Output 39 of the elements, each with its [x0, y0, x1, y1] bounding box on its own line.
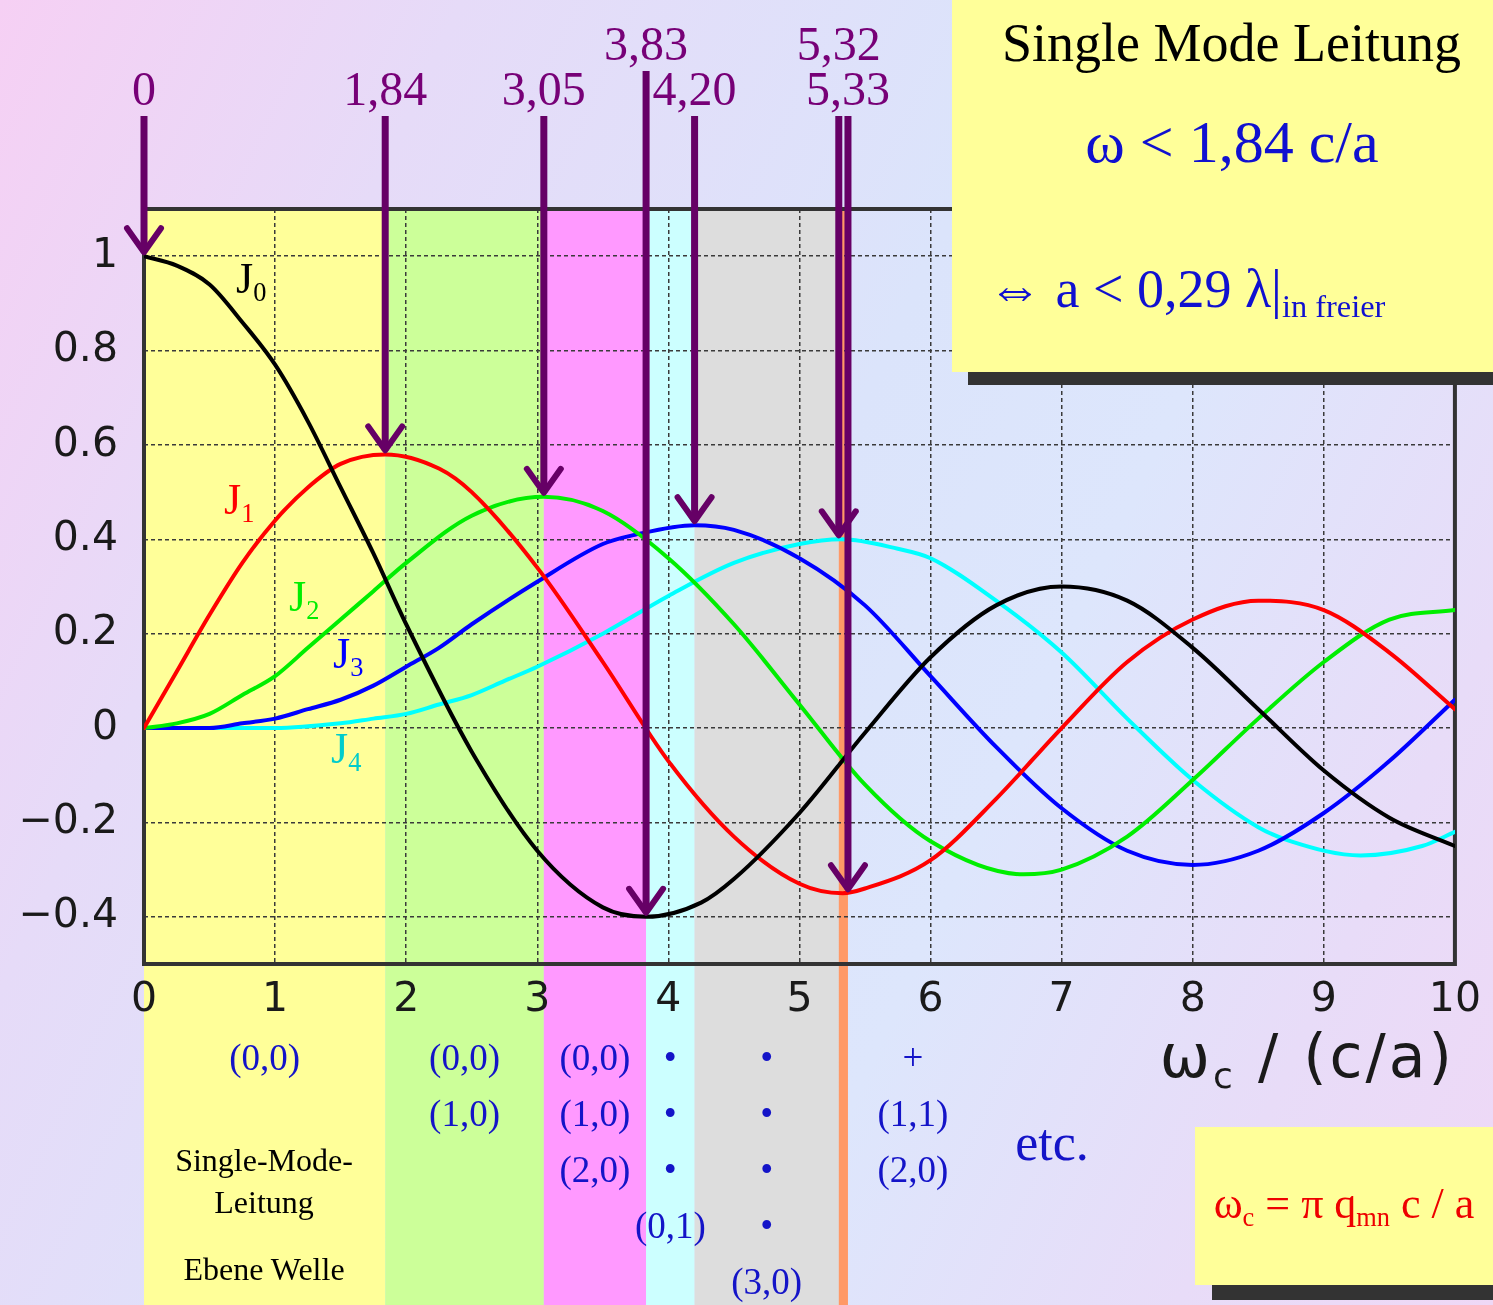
text: Single-Mode- Leitung: [175, 1141, 353, 1222]
line-series: [144, 254, 1455, 919]
y-tick-label: 1: [91, 228, 118, 277]
annotation: 0: [132, 62, 156, 115]
y-tick-label: 0.6: [52, 417, 118, 466]
x-tick-label: 1: [262, 973, 289, 1022]
annotation: 3,05: [501, 62, 586, 115]
x-tick-label: 7: [1048, 973, 1075, 1022]
band-label: (0,0) (1,0): [429, 1036, 500, 1136]
x-tick-label: 5: [786, 973, 813, 1022]
x-axis-title: ω$_{c}$ / (c/a): [1159, 1021, 1455, 1096]
text: + (1,1) (2,0): [877, 1036, 949, 1192]
y-tick-label: 0.8: [52, 323, 118, 372]
band-label: • • • • (3,0): [731, 1036, 803, 1304]
y-tick-label: −0.2: [18, 795, 118, 844]
series-label: J$_{1}$: [224, 475, 255, 528]
x-tick-label: 3: [524, 973, 551, 1022]
text: etc.: [1015, 1114, 1089, 1171]
text: Ebene Welle: [183, 1250, 345, 1289]
x-tick-label: 6: [917, 973, 944, 1022]
band-label: (0,0) (1,0) (2,0): [559, 1036, 631, 1192]
band-label: (0,0): [229, 1036, 301, 1080]
chart-title: Single Mode Leitung: [1002, 13, 1461, 73]
x-tick-label: 10: [1428, 973, 1481, 1022]
series-label: J$_{3}$: [333, 629, 364, 682]
series-label: J$_{0}$: [236, 254, 267, 307]
series-label: J$_{4}$: [331, 724, 362, 777]
annotation: 1,84: [343, 62, 428, 115]
y-tick-label: 0.4: [52, 511, 118, 560]
x-tick-label: 9: [1310, 973, 1337, 1022]
y-tick-label: 0.2: [52, 606, 118, 655]
x-tick-label: 0: [130, 973, 158, 1022]
x-tick-label: 8: [1179, 973, 1206, 1022]
x-tick-label: 2: [393, 973, 420, 1022]
band-label: • • • (0,1): [634, 1036, 706, 1248]
x-tick-label: 4: [655, 973, 682, 1022]
y-tick-label: −0.4: [18, 889, 118, 938]
series-label: J$_{2}$: [289, 572, 320, 625]
y-tick-label: 0: [91, 700, 118, 749]
